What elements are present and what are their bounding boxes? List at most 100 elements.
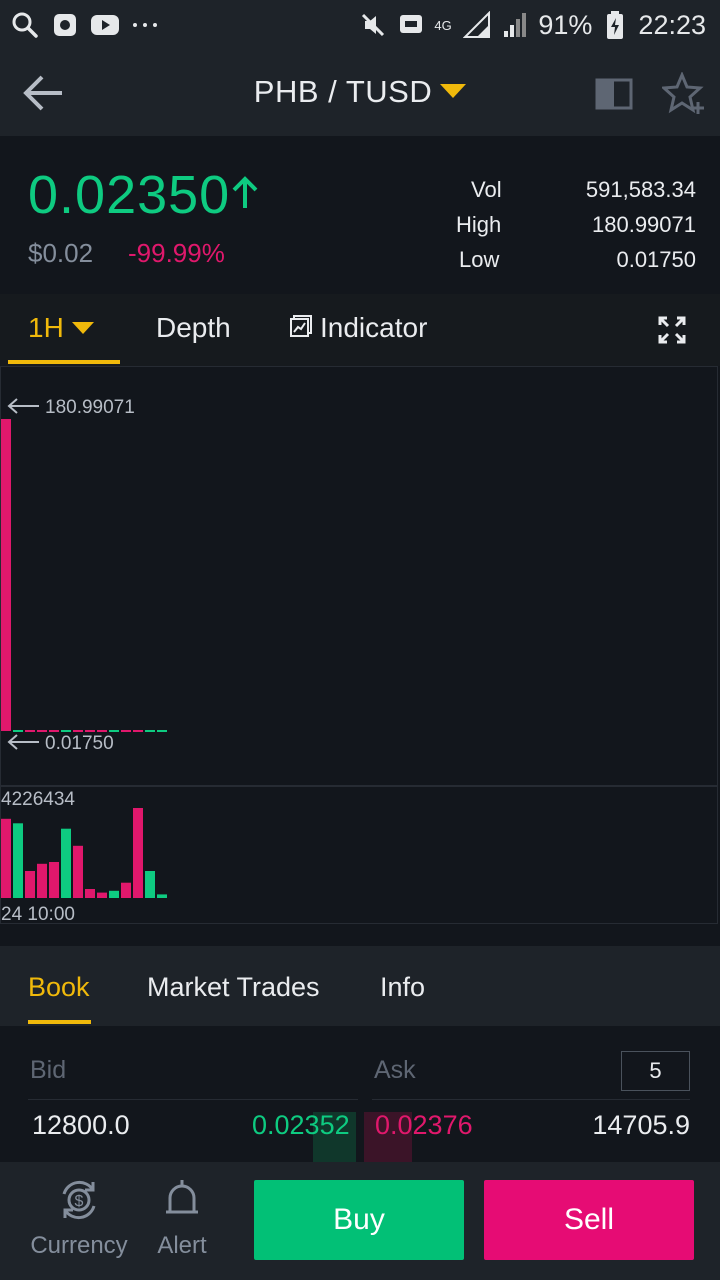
battery-percent: 91% (538, 9, 593, 40)
candle-body (109, 730, 119, 732)
candle-body (145, 730, 155, 732)
favorite-star-add-icon[interactable] (660, 71, 706, 116)
trading-pair-label: PHB / TUSD (253, 74, 433, 109)
book-tabs: Book Market Trades Info (0, 946, 720, 1026)
volume-bars (1, 808, 167, 898)
bottom-action-bar: $ Currency Alert Buy Sell (0, 1162, 720, 1280)
status-left-icons (10, 0, 160, 50)
vol-value: 591,583.34 (585, 176, 696, 202)
status-bar: 4G 91% 22:23 (0, 0, 720, 50)
divider (372, 1099, 690, 1100)
high-value: 180.99071 (592, 211, 696, 237)
tab-depth[interactable]: Depth (156, 312, 231, 343)
bid-depth-bar (313, 1112, 356, 1162)
ask-depth-bar (364, 1112, 412, 1162)
candle-body (157, 730, 167, 732)
indicator-label: Indicator (320, 312, 428, 343)
volume-bar (85, 889, 95, 898)
candle-body (49, 730, 59, 732)
high-price-label: 180.99071 (45, 397, 135, 418)
divider (28, 1099, 358, 1100)
x-axis-time-label: 24 10:00 (1, 904, 75, 923)
volume-bar (109, 890, 119, 898)
volume-bar (37, 863, 47, 898)
interval-label: 1H (28, 312, 64, 343)
stat-high: High 180.99071 (456, 207, 696, 242)
svg-text:$: $ (75, 1193, 84, 1210)
volume-bar (49, 862, 59, 898)
ticker-stats: Vol 591,583.34 High 180.99071 Low 0.0175… (456, 172, 696, 277)
candle-body (133, 730, 143, 732)
volume-bar (73, 845, 83, 898)
currency-exchange-icon: $ (55, 1176, 103, 1224)
trading-pair-selector[interactable]: PHB / TUSD (0, 74, 720, 110)
clock: 22:23 (638, 9, 706, 40)
bell-icon (158, 1176, 206, 1224)
volume-bar (133, 808, 143, 898)
candle-body (73, 730, 83, 732)
low-marker: 0.01750 (7, 733, 114, 754)
stat-vol: Vol 591,583.34 (456, 172, 696, 207)
bid-header: Bid (30, 1056, 67, 1084)
network-type: 4G (434, 17, 452, 33)
high-marker: 180.99071 (7, 397, 135, 418)
volume-bar (145, 871, 155, 898)
bid-price[interactable]: 0.02352 (252, 1110, 350, 1140)
candle-body (1, 419, 11, 731)
youtube-icon (90, 10, 120, 40)
split-view-icon[interactable] (594, 72, 638, 116)
bid-quantity[interactable]: 12800.0 (32, 1110, 130, 1140)
last-price: 0.02350 (28, 165, 231, 225)
volume-bar (25, 871, 35, 898)
battery-charging-icon (600, 10, 630, 40)
low-label: Low (459, 246, 500, 272)
volume-chart-canvas: 4226434 24 10:00 (1, 789, 167, 925)
flat-candles (13, 730, 167, 732)
alert-label: Alert (157, 1232, 207, 1259)
vol-label: Vol (471, 176, 502, 202)
more-notifications-icon (130, 10, 160, 40)
ask-price[interactable]: 0.02376 (375, 1110, 473, 1140)
app-header: PHB / TUSD (0, 50, 720, 136)
ticker-summary: 0.02350 $0.02 -99.99% Vol 591,583.34 Hig… (0, 136, 720, 294)
ask-quantity[interactable]: 14705.9 (592, 1110, 690, 1140)
alert-button[interactable]: Alert (152, 1162, 212, 1280)
signal-icon-2 (500, 10, 530, 40)
currency-button[interactable]: $ Currency (30, 1162, 128, 1280)
price-chart-canvas: 180.99071 0.01750 (1, 397, 167, 754)
high-label: High (456, 211, 502, 237)
volume-bar (97, 892, 107, 898)
search-icon (10, 10, 40, 40)
volume-chart[interactable]: 4226434 24 10:00 (0, 786, 718, 925)
volume-bar (1, 818, 11, 898)
stat-low: Low 0.01750 (456, 242, 696, 277)
indicator-icon (290, 312, 312, 344)
tab-active-underline (8, 360, 120, 364)
order-book: Bid Ask 5 12800.0 0.02352 0.02376 14705.… (0, 1026, 720, 1162)
low-value: 0.01750 (616, 246, 696, 272)
candle-body (97, 730, 107, 732)
camera-app-icon (50, 10, 80, 40)
sell-button[interactable]: Sell (484, 1180, 694, 1260)
back-arrow-icon[interactable] (20, 72, 66, 114)
tab-book[interactable]: Book (28, 972, 90, 1002)
depth-level-selector[interactable]: 5 (621, 1051, 690, 1091)
tab-interval[interactable]: 1H (28, 312, 94, 344)
section-spacer (0, 924, 720, 946)
price-chart[interactable]: 180.99071 0.01750 (0, 366, 718, 786)
candle-body (61, 730, 71, 732)
signal-icon-1 (462, 10, 492, 40)
candle-body (37, 730, 47, 732)
tab-indicator[interactable]: Indicator (290, 312, 427, 344)
low-price-label: 0.01750 (45, 733, 114, 754)
price-change-percent: -99.99% (128, 238, 225, 268)
chevron-down-icon (71, 321, 94, 334)
buy-button[interactable]: Buy (254, 1180, 464, 1260)
mute-icon (358, 10, 388, 40)
volume-bar (157, 894, 167, 898)
volume-bar (13, 823, 23, 898)
price-up-arrow-icon (230, 174, 260, 214)
fullscreen-icon[interactable] (658, 316, 686, 349)
tab-market-trades[interactable]: Market Trades (147, 972, 320, 1002)
tab-info[interactable]: Info (380, 972, 426, 1002)
